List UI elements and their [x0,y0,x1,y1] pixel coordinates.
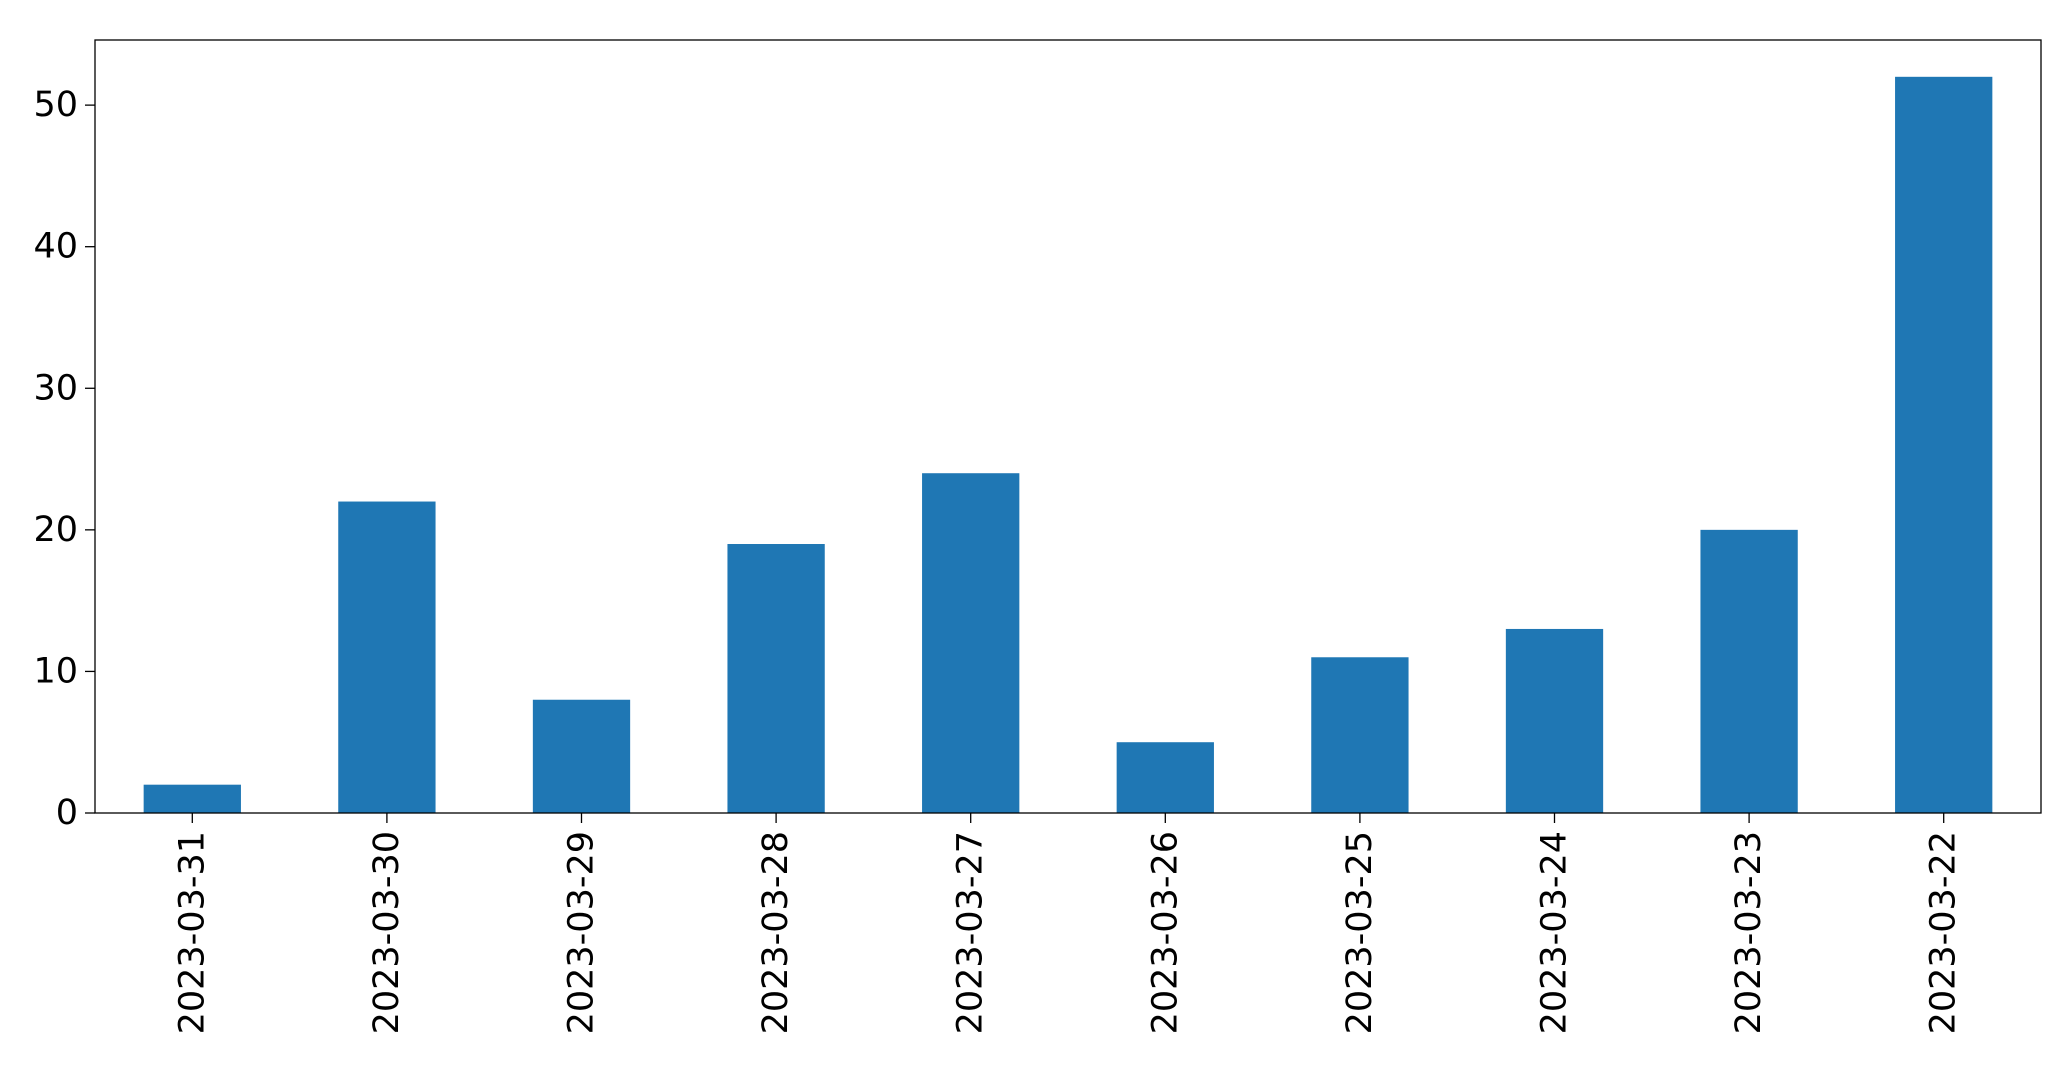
x-tick-label: 2023-03-29 [562,831,602,1034]
y-tick-label: 20 [33,510,78,550]
plot-frame [94,39,2042,814]
bar-2023-03-24 [1505,628,1604,813]
bar-2023-03-29 [532,699,631,813]
y-tick-label: 50 [33,85,78,125]
bar-2023-03-22 [1895,76,1993,814]
y-tick-label: 10 [33,651,78,691]
bar-2023-03-27 [922,473,1020,813]
y-tick-label: 0 [56,793,78,833]
x-tick-label: 2023-03-26 [1145,831,1185,1034]
bar-2023-03-31 [143,784,241,813]
y-axis: 0 10 20 30 40 50 [33,85,95,833]
x-tick-label: 2023-03-28 [756,831,796,1034]
bar-2023-03-30 [338,501,436,813]
bar-2023-03-28 [727,544,825,813]
bars-group [143,76,1993,814]
y-tick-label: 30 [33,368,78,408]
x-tick-label: 2023-03-24 [1535,831,1575,1034]
x-tick-label: 2023-03-25 [1340,831,1380,1034]
bar-2023-03-26 [1116,742,1214,813]
bar-2023-03-23 [1700,529,1798,813]
x-tick-label: 2023-03-22 [1924,831,1964,1034]
x-tick-label: 2023-03-23 [1729,831,1769,1034]
y-tick-label: 40 [33,227,78,267]
x-tick-label: 2023-03-31 [172,831,212,1034]
bar-2023-03-25 [1311,657,1409,813]
x-tick-label: 2023-03-27 [951,831,991,1034]
x-axis: 2023-03-31 2023-03-30 2023-03-29 2023-03-28… [172,813,1964,1034]
x-tick-label: 2023-03-30 [367,831,407,1034]
